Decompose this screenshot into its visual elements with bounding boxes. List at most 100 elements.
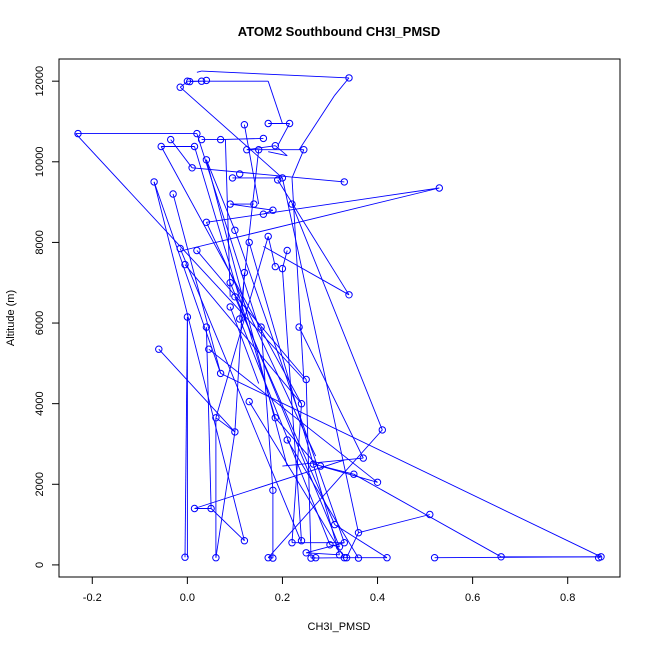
data-point bbox=[181, 553, 189, 561]
y-axis-title: Altitude (m) bbox=[5, 290, 17, 346]
data-point bbox=[231, 428, 239, 436]
series-line-segment bbox=[206, 187, 440, 223]
data-point bbox=[430, 554, 439, 562]
data-point bbox=[202, 156, 211, 164]
series-line-segment bbox=[267, 429, 383, 558]
series-line-segment bbox=[210, 508, 245, 542]
data-point bbox=[155, 345, 163, 353]
series-line-segment bbox=[205, 327, 212, 509]
data-point bbox=[183, 313, 192, 321]
data-point bbox=[278, 264, 287, 273]
series-line-segment bbox=[179, 86, 283, 179]
data-point bbox=[202, 76, 211, 85]
data-point bbox=[264, 232, 272, 241]
data-point bbox=[316, 462, 325, 470]
data-point bbox=[197, 77, 206, 85]
data-point bbox=[297, 400, 306, 408]
data-point bbox=[271, 262, 279, 271]
data-point bbox=[359, 454, 367, 462]
series-line-segment bbox=[220, 137, 264, 141]
data-point bbox=[236, 315, 244, 323]
data-point bbox=[205, 345, 213, 353]
series-line-segment bbox=[281, 268, 302, 541]
data-point bbox=[240, 121, 249, 129]
data-point bbox=[340, 539, 348, 547]
series-line-segment bbox=[194, 459, 345, 509]
x-tick-label: 0.0 bbox=[180, 592, 195, 604]
data-point bbox=[285, 119, 294, 128]
data-point bbox=[193, 129, 201, 138]
series-line-segment bbox=[229, 306, 260, 384]
data-point bbox=[226, 279, 234, 287]
series-line-segment bbox=[267, 81, 283, 124]
data-point bbox=[288, 200, 296, 208]
series-line-segment bbox=[220, 372, 602, 558]
data-point bbox=[259, 134, 268, 143]
data-point bbox=[212, 554, 220, 562]
data-point bbox=[176, 83, 184, 91]
data-point bbox=[331, 520, 339, 529]
data-point bbox=[342, 554, 351, 562]
data-point bbox=[193, 246, 201, 255]
data-point bbox=[497, 553, 505, 561]
data-point bbox=[269, 554, 277, 562]
series-line-segment bbox=[192, 167, 345, 183]
data-point bbox=[278, 174, 287, 182]
data-point bbox=[297, 537, 306, 545]
series-line-segment bbox=[298, 326, 364, 459]
x-tick-label: 0.2 bbox=[275, 592, 290, 604]
data-point bbox=[240, 537, 249, 545]
data-point bbox=[288, 539, 296, 547]
data-point bbox=[167, 135, 175, 144]
series-line-segment bbox=[305, 379, 312, 559]
series-line-segment bbox=[208, 348, 378, 483]
data-point bbox=[176, 244, 184, 253]
series-line-segment bbox=[263, 246, 350, 296]
data-point bbox=[350, 470, 358, 478]
data-point bbox=[264, 119, 272, 128]
series-line-segment bbox=[215, 236, 269, 418]
series-line-segment bbox=[234, 230, 345, 543]
y-tick-label: 2000 bbox=[34, 472, 46, 496]
data-point bbox=[271, 142, 279, 150]
data-point bbox=[231, 226, 239, 235]
series-line-segment bbox=[170, 139, 193, 169]
data-point bbox=[326, 541, 334, 549]
series-line-segment bbox=[172, 193, 222, 374]
data-point bbox=[216, 135, 225, 144]
chart-title: ATOM2 Southbound CH3I_PMSD bbox=[238, 24, 440, 39]
series-line-segment bbox=[205, 222, 317, 457]
data-point bbox=[345, 291, 353, 299]
series-line-segment bbox=[268, 151, 288, 157]
data-point bbox=[309, 460, 318, 468]
data-point bbox=[269, 206, 277, 214]
x-tick-label: 0.6 bbox=[465, 592, 480, 604]
data-point bbox=[212, 414, 220, 422]
series-line-segment bbox=[194, 146, 276, 418]
data-point bbox=[197, 135, 206, 144]
x-axis: -0.2 0.0 0.2 0.4 0.6 0.8 bbox=[83, 576, 575, 604]
series-line-segment bbox=[239, 318, 331, 545]
series-line-segment bbox=[153, 181, 245, 541]
data-point bbox=[259, 210, 268, 218]
series-line-segment bbox=[260, 327, 274, 491]
series-line-segment bbox=[291, 203, 383, 431]
series-line-segment bbox=[182, 187, 440, 251]
data-point bbox=[271, 414, 279, 422]
series-line-segment bbox=[277, 123, 290, 146]
data-point bbox=[274, 176, 282, 184]
series-line-segment bbox=[215, 417, 236, 433]
series-line-segment bbox=[234, 296, 336, 525]
data-point bbox=[373, 478, 382, 486]
y-tick-label: 4000 bbox=[34, 391, 46, 415]
series-line-segment bbox=[334, 524, 388, 559]
data-point bbox=[269, 486, 277, 494]
data-point bbox=[302, 375, 310, 384]
series-line-segment bbox=[286, 439, 359, 559]
series-line-segment bbox=[358, 514, 430, 534]
x-tick-label: 0.8 bbox=[560, 592, 575, 604]
series-line-segment bbox=[329, 544, 340, 548]
series-line-segment bbox=[263, 209, 274, 215]
data-point bbox=[354, 529, 363, 537]
